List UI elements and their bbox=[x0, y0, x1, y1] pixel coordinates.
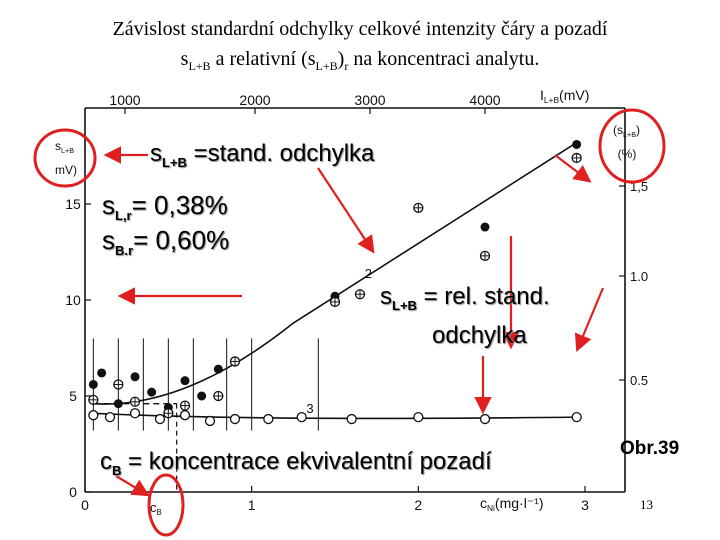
fit-line-1 bbox=[292, 141, 578, 324]
data-point-filled bbox=[97, 368, 107, 378]
page-title: Závislost standardní odchylky celkové in… bbox=[0, 14, 720, 81]
data-point-open bbox=[296, 411, 307, 423]
top-tick-label: 2000 bbox=[239, 92, 270, 108]
left-axis-unit: mV) bbox=[55, 163, 77, 177]
page-number: 13 bbox=[640, 497, 653, 512]
highlight-left-axis bbox=[33, 128, 97, 188]
curve-label-3: 3 bbox=[306, 401, 313, 416]
arrow-to-cb bbox=[115, 475, 150, 497]
highlight-cb bbox=[147, 473, 185, 537]
data-point-open bbox=[263, 413, 274, 425]
top-tick-label: 3000 bbox=[354, 92, 385, 108]
sbr-label: sB.r= 0,60% bbox=[102, 225, 230, 259]
figure-number: Obr.39 bbox=[620, 438, 680, 459]
data-point-open bbox=[88, 410, 99, 421]
title-line-2: sL+B a relativní (sL+B)r na koncentraci … bbox=[180, 48, 540, 73]
data-point-open bbox=[413, 411, 424, 423]
arrow-to-right-curve bbox=[574, 287, 605, 353]
data-point-filled bbox=[197, 391, 207, 401]
arrow-to-line-1 bbox=[317, 167, 375, 254]
right-axis-label: (sL+B) bbox=[613, 123, 640, 139]
curve-label-2: 2 bbox=[365, 266, 372, 281]
data-point-filled bbox=[572, 139, 582, 149]
x-tick-label: 1 bbox=[248, 497, 256, 513]
data-point-open bbox=[479, 413, 491, 425]
x-tick-label: 2 bbox=[414, 497, 422, 513]
top-axis-label: IL+B(mV) bbox=[540, 87, 589, 105]
y-tick-label: 0 bbox=[69, 484, 77, 500]
y-tick-label: 15 bbox=[65, 196, 81, 212]
data-point-open bbox=[571, 411, 582, 423]
top-tick-label: 4000 bbox=[469, 92, 500, 108]
x-tick-label: 0 bbox=[81, 497, 89, 513]
rel-stand-odchylka-label: sL+B = rel. stand. odchylka bbox=[380, 283, 550, 349]
data-point-filled bbox=[130, 372, 140, 382]
data-point-filled bbox=[113, 399, 123, 409]
stand-odchylka-label: sL+B =stand. odchylka bbox=[150, 140, 375, 170]
data-point-filled bbox=[88, 379, 98, 389]
data-point-open bbox=[229, 413, 241, 425]
annotation-arrows bbox=[33, 108, 666, 537]
title-line-1: Závislost standardní odchylky celkové in… bbox=[112, 18, 608, 40]
right-axis-unit: (%) bbox=[618, 147, 637, 161]
data-point-open bbox=[346, 413, 357, 425]
left-axis-label: sL+B bbox=[55, 139, 74, 155]
highlight-right-axis bbox=[598, 108, 666, 184]
data-point-open bbox=[129, 408, 141, 419]
top-tick-label: 1000 bbox=[109, 92, 140, 108]
y-tick-label: 10 bbox=[65, 292, 81, 308]
cb-label: cB = koncentrace ekvivalentní pozadí bbox=[100, 448, 492, 478]
data-point-open bbox=[154, 413, 166, 425]
arrow-to-right-axis bbox=[554, 154, 592, 183]
data-point-filled bbox=[480, 222, 490, 232]
plot-marks bbox=[88, 139, 582, 427]
data-point-filled bbox=[180, 376, 190, 386]
x-axis-label: cNi(mg·l⁻¹) bbox=[480, 495, 544, 513]
data-point-open bbox=[179, 410, 191, 421]
cb-axis-label: cB bbox=[150, 500, 162, 517]
data-point-filled bbox=[147, 387, 157, 397]
right-tick-label: 0.5 bbox=[630, 373, 648, 388]
y-tick-label: 5 bbox=[69, 388, 77, 404]
x-tick-label: 3 bbox=[581, 497, 589, 513]
data-point-open bbox=[204, 415, 216, 427]
data-point-filled bbox=[213, 364, 223, 374]
right-tick-label: 1.0 bbox=[630, 269, 648, 284]
data-point-open bbox=[104, 411, 116, 423]
slr-label: sL,r= 0,38% bbox=[102, 190, 228, 224]
